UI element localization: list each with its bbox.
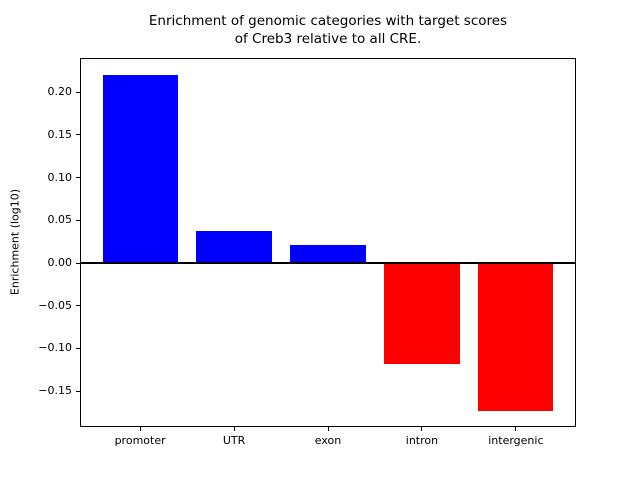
- chart-title: Enrichment of genomic categories with ta…: [80, 13, 576, 48]
- y-tick-mark: [76, 134, 80, 136]
- x-tick-label-UTR: UTR: [222, 434, 246, 447]
- y-tick-mark: [76, 177, 80, 179]
- x-tick-label-intron: intron: [405, 434, 439, 447]
- bar-exon: [290, 245, 366, 263]
- y-tick-label: 0.15: [47, 127, 73, 141]
- bar-intron: [384, 263, 460, 364]
- x-tick-mark: [139, 427, 141, 431]
- y-tick-label: 0.05: [47, 213, 73, 227]
- x-tick-mark: [515, 427, 517, 431]
- x-tick-mark: [233, 427, 235, 431]
- x-tick-label-promoter: promoter: [114, 434, 166, 447]
- y-tick-mark: [76, 305, 80, 307]
- y-tick-mark: [76, 219, 80, 221]
- x-tick-mark: [327, 427, 329, 431]
- y-tick-label: −0.10: [38, 341, 72, 355]
- y-tick-label: 0.20: [47, 85, 73, 99]
- y-tick-label: −0.15: [38, 384, 72, 398]
- x-tick-mark: [421, 427, 423, 431]
- bar-UTR: [196, 230, 272, 263]
- zero-line: [80, 262, 576, 264]
- y-tick-mark: [76, 262, 80, 264]
- y-tick-mark: [76, 347, 80, 349]
- x-tick-label-exon: exon: [314, 434, 342, 447]
- y-tick-label: −0.05: [38, 298, 72, 312]
- chart-title-line-1: Enrichment of genomic categories with ta…: [148, 13, 508, 29]
- y-tick-mark: [76, 390, 80, 392]
- y-tick-label: 0.10: [47, 170, 73, 184]
- y-tick-mark: [76, 91, 80, 93]
- x-tick-label-intergenic: intergenic: [488, 434, 544, 447]
- bar-intergenic: [478, 263, 554, 411]
- chart-title-line-2: of Creb3 relative to all CRE.: [234, 30, 422, 47]
- y-tick-label: 0.00: [47, 256, 73, 269]
- bar-promoter: [102, 75, 178, 263]
